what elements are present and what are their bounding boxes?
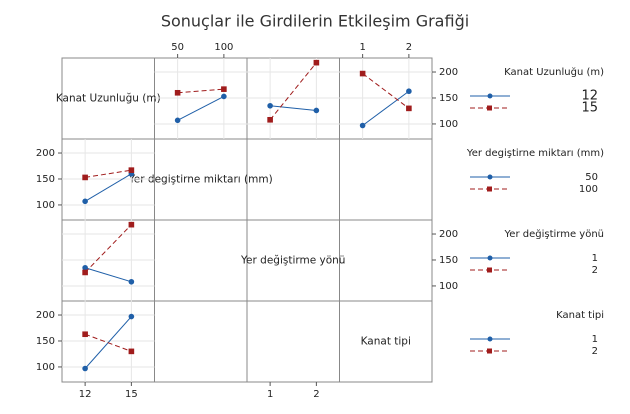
- interaction-line: [270, 105, 317, 111]
- marker: [267, 102, 273, 109]
- y-tick-label: 100: [36, 362, 55, 373]
- interaction-line: [177, 95, 225, 121]
- marker: [128, 221, 135, 228]
- interaction-line: [269, 62, 317, 121]
- legend-label: 100: [579, 184, 598, 195]
- legend-marker: [487, 93, 493, 99]
- marker: [128, 278, 135, 285]
- y-tick-label: 200: [36, 148, 55, 159]
- x-tick-label: 50: [171, 42, 184, 53]
- x-tick-label: 1: [267, 389, 273, 400]
- marker: [128, 167, 135, 173]
- legend-label: 2: [592, 265, 598, 276]
- interaction-line: [84, 333, 132, 352]
- x-tick-label: 12: [79, 389, 92, 400]
- interaction-line: [84, 267, 132, 283]
- y-tick-label: 150: [36, 174, 55, 185]
- interaction-line: [177, 88, 224, 94]
- legend-marker: [487, 255, 493, 261]
- marker: [82, 264, 88, 271]
- legend-marker: [487, 186, 492, 192]
- legend-label: 15: [581, 101, 598, 116]
- marker: [174, 89, 181, 96]
- marker: [82, 365, 88, 372]
- marker: [221, 93, 227, 100]
- marker: [82, 174, 88, 181]
- y-tick-label: 200: [439, 229, 458, 240]
- marker: [359, 122, 366, 129]
- marker: [313, 59, 320, 66]
- legend-marker: [487, 174, 493, 180]
- marker: [267, 116, 273, 123]
- y-tick-label: 100: [36, 200, 55, 211]
- y-tick-label: 200: [439, 67, 458, 78]
- marker: [406, 105, 412, 112]
- chart-title: Sonuçlar ile Girdilerin Etkileşim Grafiğ…: [161, 12, 469, 31]
- legend-title: Kanat tipi: [556, 310, 604, 321]
- marker: [128, 348, 135, 355]
- legend-label: 2: [592, 346, 598, 357]
- y-tick-label: 100: [439, 119, 458, 130]
- marker: [174, 117, 181, 124]
- y-tick-label: 150: [439, 255, 458, 266]
- interaction-line: [362, 73, 410, 109]
- legend-label: 12: [581, 89, 598, 104]
- marker: [406, 88, 412, 95]
- legend-label: 1: [592, 253, 598, 264]
- interaction-line: [84, 224, 132, 273]
- marker: [313, 107, 320, 114]
- y-tick-label: 100: [439, 281, 458, 292]
- legend-title: Kanat Uzunluğu (m): [504, 66, 604, 78]
- interaction-line: [84, 173, 132, 202]
- x-tick-label: 15: [125, 389, 138, 400]
- factor-label: Yer degiştirne miktarı (mm): [128, 174, 273, 186]
- x-tick-label: 2: [313, 389, 319, 400]
- y-tick-label: 150: [36, 336, 55, 347]
- marker: [82, 269, 88, 276]
- marker: [82, 198, 88, 205]
- legend-label: 1: [592, 334, 598, 345]
- legend-title: Yer değiştirme yönü: [504, 228, 604, 240]
- interaction-line: [85, 169, 132, 178]
- marker: [82, 331, 88, 338]
- legend-marker: [487, 105, 492, 111]
- legend-title: Yer degiştirne miktarı (mm): [466, 148, 604, 159]
- interaction-line: [362, 90, 410, 126]
- factor-label: Yer değiştirme yönü: [240, 255, 345, 267]
- marker: [128, 313, 135, 320]
- legend-marker: [487, 348, 492, 354]
- y-tick-label: 150: [439, 93, 458, 104]
- x-tick-label: 2: [406, 42, 412, 53]
- factor-label: Kanat Uzunluğu (m): [56, 93, 161, 105]
- y-tick-label: 200: [36, 310, 55, 321]
- marker: [359, 70, 366, 77]
- legend-marker: [487, 336, 493, 342]
- legend-marker: [487, 267, 492, 273]
- marker: [221, 86, 227, 92]
- legend-label: 50: [585, 172, 598, 183]
- factor-label: Kanat tipi: [361, 336, 411, 348]
- x-tick-label: 1: [359, 42, 365, 53]
- x-tick-label: 100: [214, 42, 233, 53]
